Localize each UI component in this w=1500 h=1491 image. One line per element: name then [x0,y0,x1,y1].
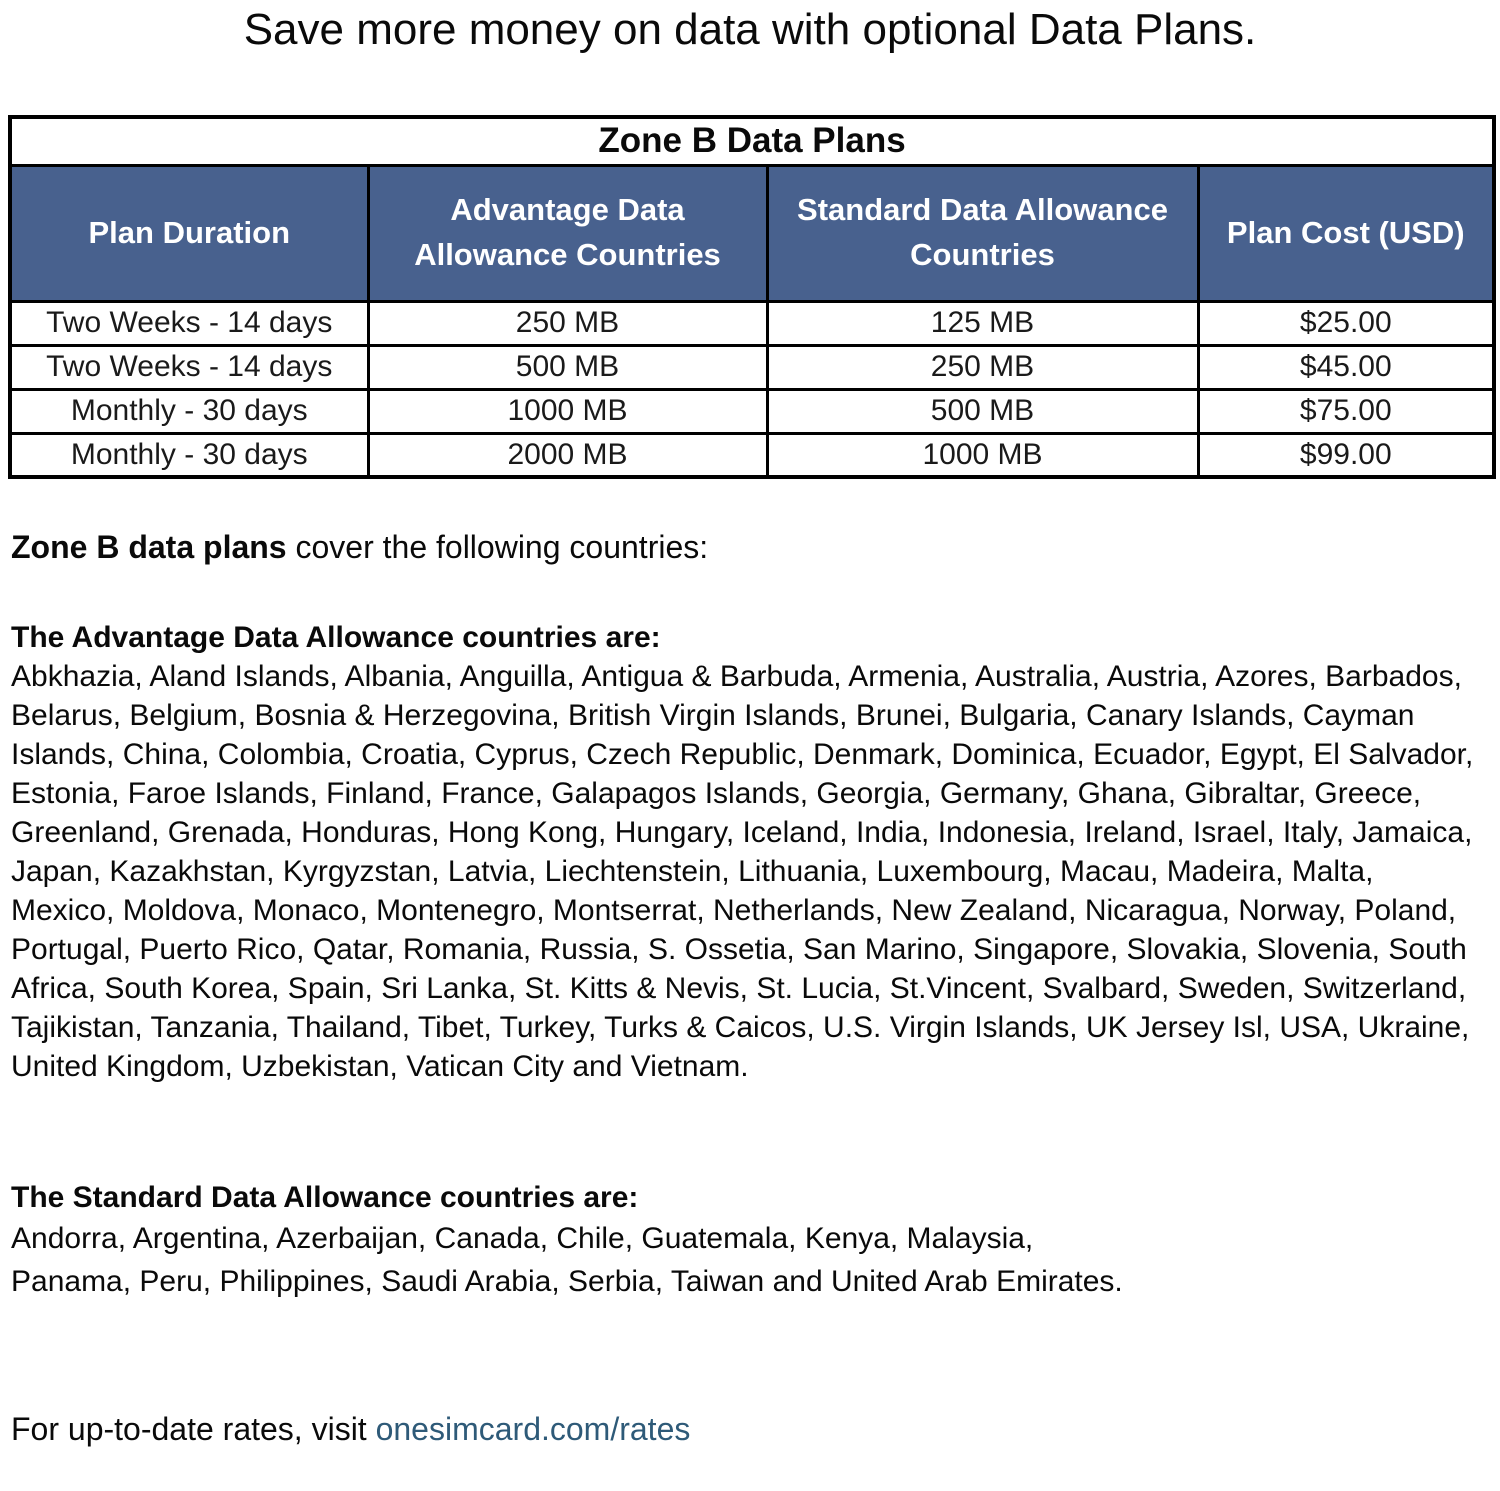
table-row: Monthly - 30 days 1000 MB 500 MB $75.00 [8,387,1496,435]
document: Save more money on data with optional Da… [8,5,1497,1448]
intro-lead-bold: Zone B data plans [11,529,287,565]
standard-country-list-line: Panama, Peru, Philippines, Saudi Arabia,… [11,1265,1123,1299]
page-title: Save more money on data with optional Da… [243,5,1257,54]
intro-rest: cover the following countries: [286,529,709,565]
cell-advantage-allowance: 2000 MB [366,431,769,479]
cell-plan-cost: $25.00 [1196,299,1496,347]
advantage-section: The Advantage Data Allowance countries a… [11,618,1482,1086]
cell-plan-cost: $99.00 [1196,431,1496,479]
table-title: Zone B Data Plans [8,115,1496,167]
cell-standard-allowance: 500 MB [765,387,1200,435]
cell-plan-duration: Two Weeks - 14 days [8,299,370,347]
standard-country-list-line: Andorra, Argentina, Azerbaijan, Canada, … [11,1222,1034,1256]
advantage-country-list: Abkhazia, Aland Islands, Albania, Anguil… [11,660,1474,1084]
col-header-standard-allowance: Standard Data Allowance Countries [765,163,1200,303]
footer-text: For up-to-date rates, visit [11,1411,376,1448]
data-plans-table: Zone B Data Plans Plan Duration Advantag… [8,115,1497,479]
cell-plan-duration: Two Weeks - 14 days [8,343,370,391]
advantage-heading: The Advantage Data Allowance countries a… [11,621,661,655]
cell-advantage-allowance: 500 MB [366,343,769,391]
table-row: Two Weeks - 14 days 250 MB 125 MB $25.00 [8,299,1496,347]
col-header-plan-cost: Plan Cost (USD) [1196,163,1496,303]
cell-standard-allowance: 125 MB [765,299,1200,347]
cell-standard-allowance: 250 MB [765,343,1200,391]
table-header-row: Plan Duration Advantage Data Allowance C… [8,163,1496,303]
cell-plan-duration: Monthly - 30 days [8,387,370,435]
table-row: Monthly - 30 days 2000 MB 1000 MB $99.00 [8,431,1496,479]
standard-heading: The Standard Data Allowance countries ar… [11,1181,639,1215]
cell-plan-duration: Monthly - 30 days [8,431,370,479]
standard-section: The Standard Data Allowance countries ar… [11,1178,1482,1303]
cell-standard-allowance: 1000 MB [765,431,1200,479]
cell-plan-cost: $75.00 [1196,387,1496,435]
col-header-advantage-allowance: Advantage Data Allowance Countries [366,163,769,303]
cell-advantage-allowance: 250 MB [366,299,769,347]
cell-plan-cost: $45.00 [1196,343,1496,391]
intro-line: Zone B data plans cover the following co… [11,528,1482,566]
footer-line: For up-to-date rates, visit onesimcard.c… [11,1411,1482,1448]
cell-advantage-allowance: 1000 MB [366,387,769,435]
col-header-plan-duration: Plan Duration [8,163,370,303]
table-row: Two Weeks - 14 days 500 MB 250 MB $45.00 [8,343,1496,391]
rates-link[interactable]: onesimcard.com/rates [375,1411,691,1448]
table-title-row: Zone B Data Plans [8,115,1496,167]
